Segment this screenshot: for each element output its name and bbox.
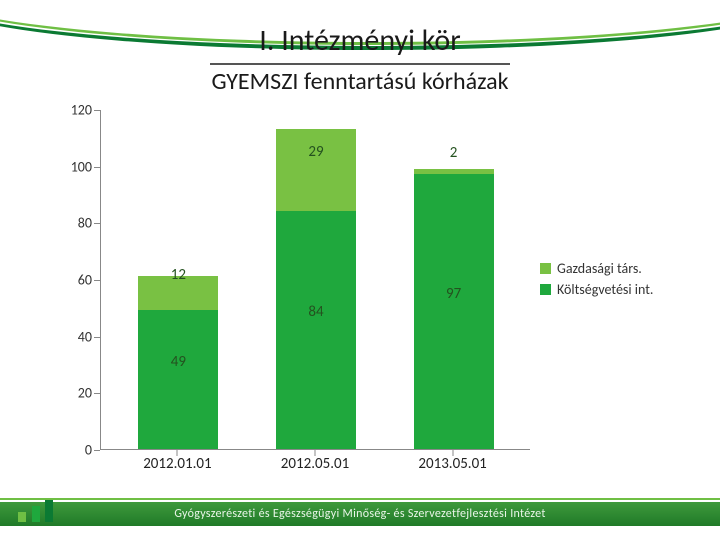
y-tick-label: 40 [78,328,92,345]
legend-label: Gazdasági társ. [557,260,642,277]
bar-value-label: 49 [138,353,218,371]
legend-swatch [540,284,551,295]
x-tick-label: 2012.05.01 [255,455,375,473]
legend-label: Költségvetési int. [557,281,653,298]
bar-segment-top [414,169,494,175]
x-tick-label: 2012.01.01 [117,455,237,473]
y-tick-label: 80 [78,215,92,232]
bar-segment-bottom [414,174,494,449]
bar-value-label: 2 [414,144,494,162]
title-underline [210,63,510,65]
footer-bar: Gyógyszerészeti és Egészségügyi Minőség-… [0,502,720,526]
bar-value-label: 12 [138,266,218,284]
x-tick-label: 2013.05.01 [393,455,513,473]
legend-item: Gazdasági társ. [540,260,653,277]
footer-text: Gyógyszerészeti és Egészségügyi Minőség-… [174,507,545,521]
y-tick-label: 0 [85,442,92,459]
legend: Gazdasági társ. Költségvetési int. [540,260,653,302]
title-block: I. Intézményi kör GYEMSZI fenntartású kó… [0,22,720,96]
legend-swatch [540,263,551,274]
plot-area: 49 12 84 29 97 2 [100,110,530,450]
bar-segment-bottom [138,310,218,449]
legend-item: Költségvetési int. [540,281,653,298]
y-axis: 020406080100120 [50,110,100,450]
x-axis: 2012.01.01 2012.05.01 2013.05.01 [100,455,530,479]
y-tick-label: 100 [71,158,92,175]
bar-segment-top [276,129,356,211]
footer-rule [0,498,720,500]
page-subtitle: GYEMSZI fenntartású kórházak [0,67,720,96]
y-tick-label: 120 [71,102,92,119]
page-title: I. Intézményi kör [0,22,720,59]
bar-value-label: 97 [414,285,494,303]
chart: 020406080100120 49128429972 2012.01.0120… [50,110,670,480]
bar-segment-bottom [276,211,356,449]
y-tick-label: 60 [78,272,92,289]
bar-value-label: 84 [276,303,356,321]
footer-logo-icon [18,500,58,528]
y-tick-label: 20 [78,385,92,402]
bar-value-label: 29 [276,143,356,161]
